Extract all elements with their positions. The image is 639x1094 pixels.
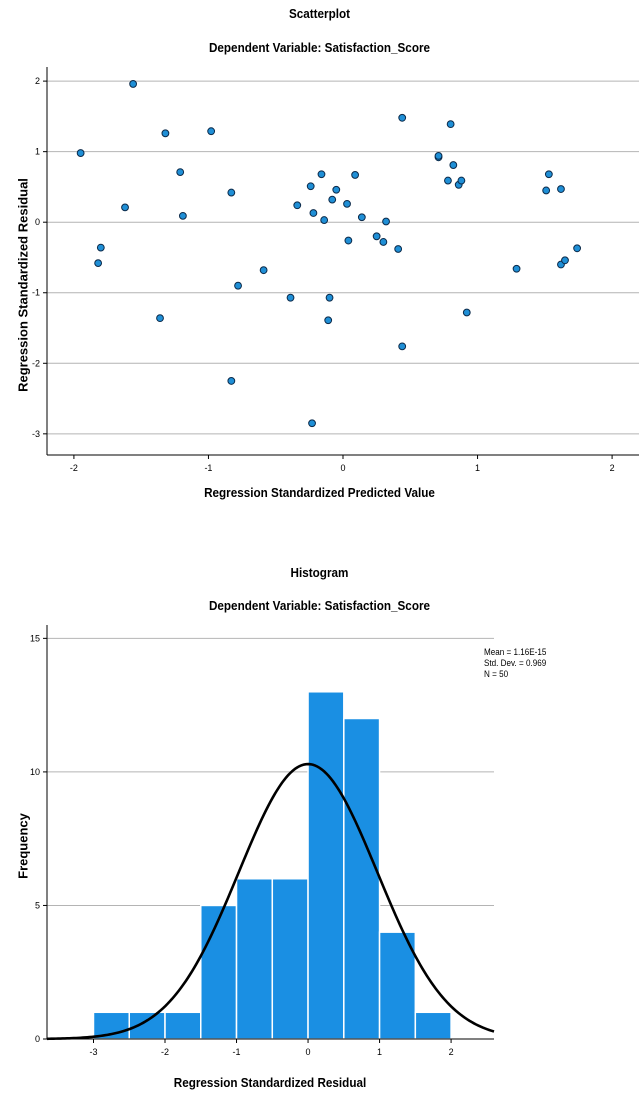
- scatter-y-tick-label: 1: [35, 147, 40, 157]
- histogram-std-label: Std. Dev. = 0.969: [484, 658, 547, 668]
- histogram-subtitle: Dependent Variable: Satisfaction_Score: [208, 598, 431, 613]
- scatter-x-tick-label: 0: [340, 463, 345, 473]
- hist-y-tick-label: 0: [35, 1034, 40, 1044]
- histogram-bar: [235, 877, 274, 1040]
- scatter-point: [306, 182, 315, 191]
- scatter-point: [457, 176, 466, 185]
- scatter-point: [561, 256, 569, 265]
- scatter-point: [542, 186, 551, 195]
- scatter-point: [544, 170, 553, 179]
- scatter-point: [357, 213, 366, 222]
- scatter-point: [178, 211, 187, 220]
- scatter-point: [398, 342, 407, 351]
- scatterplot-y-axis-title: Regression Standardized Residual: [15, 178, 31, 392]
- scatter-point: [320, 216, 329, 224]
- hist-x-tick-label: -1: [233, 1047, 241, 1057]
- hist-y-tick-label: 5: [35, 900, 40, 910]
- scatter-point: [557, 185, 565, 193]
- hist-y-tick-label: 10: [30, 767, 40, 777]
- scatter-point: [344, 236, 353, 245]
- normal-curve: [46, 762, 495, 1041]
- hist-x-tick-label: 0: [306, 1047, 311, 1057]
- histogram-mean-label: Mean = 1.16E-15: [484, 647, 547, 657]
- scatter-point: [96, 243, 105, 252]
- histogram-stats-legend: Mean = 1.16E-15 Std. Dev. = 0.969 N = 50: [484, 647, 546, 680]
- scatter-point: [317, 170, 326, 179]
- hist-x-tick-label: 1: [377, 1047, 382, 1057]
- hist-x-tick-label: -2: [161, 1047, 169, 1057]
- scatter-y-tick-label: -3: [32, 429, 40, 439]
- histogram-chart: 0 5 10 15 -3 -2 -1 0 1 2: [30, 625, 495, 1057]
- scatter-point: [129, 80, 138, 88]
- scatter-point: [156, 314, 164, 323]
- scatter-y-tick-label: -1: [32, 288, 40, 298]
- scatter-point: [76, 149, 85, 157]
- scatter-point: [434, 151, 443, 160]
- scatter-point: [227, 377, 236, 385]
- histogram-bar: [343, 717, 381, 1040]
- scatter-point: [94, 259, 103, 268]
- scatter-point: [343, 199, 351, 208]
- histogram-bar: [414, 1011, 452, 1040]
- hist-x-tick-label: 2: [449, 1047, 454, 1057]
- scatter-x-tick-label: 1: [475, 463, 480, 473]
- scatter-point: [446, 120, 455, 129]
- scatter-point: [351, 171, 360, 179]
- histogram-n-label: N = 50: [484, 669, 509, 679]
- histogram-y-axis-title: Frequency: [15, 813, 31, 879]
- scatter-point: [207, 127, 216, 136]
- histogram-bar: [307, 691, 345, 1040]
- scatter-point: [372, 232, 381, 241]
- scatter-y-tick-label: 2: [35, 76, 40, 86]
- scatter-x-tick-label: -1: [204, 463, 212, 473]
- scatter-y-tick-label: -2: [32, 358, 40, 368]
- scatter-point: [161, 129, 170, 138]
- scatter-point: [325, 293, 334, 302]
- scatter-point: [379, 238, 388, 246]
- scatter-point: [328, 195, 337, 204]
- scatter-point: [332, 185, 341, 194]
- scatterplot-chart: -3 -2 -1 0 1 2 -2 -1 0 1 2: [32, 67, 639, 473]
- scatterplot-x-axis-title: Regression Standardized Predicted Value: [204, 485, 435, 500]
- scatter-point: [259, 266, 268, 275]
- scatterplot-subtitle: Dependent Variable: Satisfaction_Score: [208, 40, 431, 55]
- histogram-bar: [271, 877, 309, 1040]
- scatter-x-tick-label: -2: [70, 463, 78, 473]
- scatter-point: [444, 176, 452, 185]
- hist-y-tick-label: 15: [30, 633, 40, 643]
- histogram-bar: [378, 931, 417, 1040]
- scatter-point: [293, 201, 302, 210]
- scatter-point: [234, 281, 242, 290]
- scatter-point: [309, 209, 318, 217]
- scatter-point: [324, 316, 333, 325]
- scatter-point: [398, 113, 407, 122]
- scatter-point: [573, 244, 582, 253]
- scatter-point: [382, 217, 390, 226]
- scatterplot-title: Scatterplot: [288, 6, 351, 21]
- histogram-title: Histogram: [290, 565, 349, 580]
- scatter-y-tick-label: 0: [35, 217, 40, 227]
- histogram-bar: [164, 1011, 202, 1040]
- scatter-point: [512, 264, 521, 273]
- scatter-point: [308, 419, 316, 428]
- scatter-x-tick-label: 2: [610, 463, 615, 473]
- histogram-x-axis-title: Regression Standardized Residual: [173, 1075, 367, 1090]
- scatter-point: [286, 293, 295, 302]
- histogram-bar: [200, 904, 238, 1040]
- scatter-point: [449, 161, 458, 169]
- scatter-point: [394, 245, 403, 253]
- hist-x-tick-label: -3: [89, 1047, 97, 1057]
- scatter-point: [121, 203, 129, 212]
- scatter-point: [176, 168, 185, 177]
- scatter-point: [462, 308, 471, 317]
- scatter-point: [227, 188, 236, 197]
